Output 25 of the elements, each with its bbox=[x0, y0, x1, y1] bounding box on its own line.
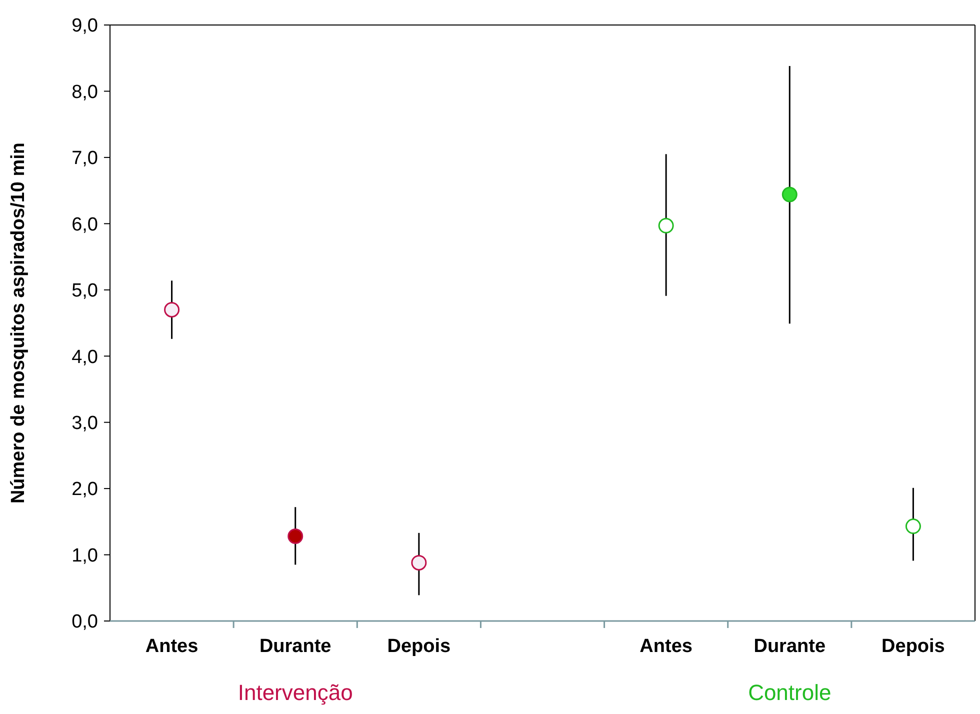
text: Controle bbox=[748, 680, 832, 705]
y-tick-label: 0,0 bbox=[72, 612, 98, 633]
text: Intervenção bbox=[238, 680, 353, 705]
y-tick-label: 3,0 bbox=[72, 412, 98, 434]
point bbox=[782, 186, 798, 202]
point bbox=[164, 302, 180, 318]
y-tick-label: 7,0 bbox=[72, 148, 98, 170]
point bbox=[905, 518, 921, 534]
x-tick-label: Antes bbox=[145, 636, 198, 657]
x-tick-label: Durante bbox=[259, 636, 332, 657]
y-tick-label: 4,0 bbox=[72, 346, 98, 368]
y-tick-label: 2,0 bbox=[72, 479, 98, 500]
point bbox=[288, 528, 304, 544]
y-tick-label: 9,0 bbox=[72, 16, 98, 37]
y-tick-label: 1,0 bbox=[72, 545, 98, 566]
y-tick-label: 5,0 bbox=[72, 280, 98, 302]
y-tick-label: 8,0 bbox=[72, 82, 98, 103]
x-tick-label: Depois bbox=[387, 636, 451, 657]
point bbox=[411, 554, 427, 570]
point bbox=[658, 218, 674, 234]
y-axis-title: Número de mosquitos aspirados/10 min bbox=[8, 142, 29, 504]
x-tick-label: Depois bbox=[882, 636, 945, 657]
x-tick-label: Antes bbox=[640, 636, 692, 657]
x-tick-label: Durante bbox=[754, 636, 826, 657]
y-tick-label: 6,0 bbox=[72, 214, 98, 236]
